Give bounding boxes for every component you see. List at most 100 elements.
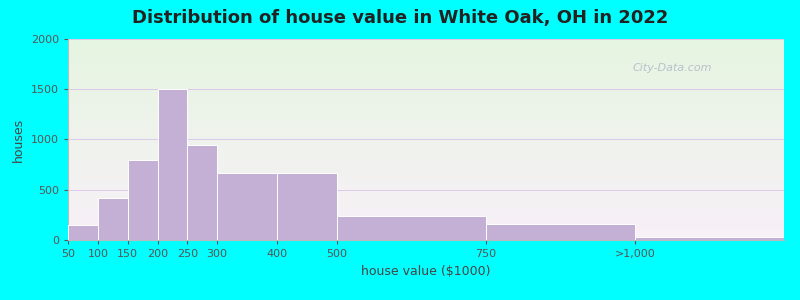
Bar	[68, 214, 784, 216]
Bar	[68, 67, 784, 69]
Bar	[68, 85, 784, 87]
Bar	[68, 180, 784, 182]
Bar	[68, 164, 784, 166]
Bar	[68, 79, 784, 81]
Bar	[68, 99, 784, 101]
Bar	[635, 237, 784, 240]
Bar	[68, 176, 784, 178]
Bar	[68, 204, 784, 206]
Text: City-Data.com: City-Data.com	[633, 63, 712, 73]
Bar	[68, 152, 784, 154]
Bar	[68, 162, 784, 164]
Bar	[68, 69, 784, 71]
Bar	[68, 149, 784, 152]
Bar	[68, 192, 784, 194]
Bar	[68, 166, 784, 168]
Bar	[68, 174, 784, 176]
Bar	[68, 188, 784, 190]
Bar	[68, 136, 784, 137]
Bar	[68, 208, 784, 210]
Bar	[68, 57, 784, 59]
Bar	[68, 123, 784, 125]
Bar	[68, 198, 784, 200]
Bar	[68, 143, 784, 146]
Bar	[68, 59, 784, 61]
Bar	[68, 169, 784, 172]
Bar	[68, 91, 784, 93]
Bar	[68, 230, 784, 232]
Bar	[68, 184, 784, 186]
Bar	[68, 210, 784, 212]
Bar	[68, 77, 784, 79]
Bar	[68, 93, 784, 95]
Bar	[68, 51, 784, 53]
Bar	[277, 173, 337, 240]
Bar	[68, 119, 784, 122]
Bar	[128, 160, 158, 240]
Bar	[68, 41, 784, 43]
Bar	[68, 117, 784, 119]
Bar	[68, 228, 784, 230]
Bar	[68, 49, 784, 51]
Bar	[68, 226, 784, 228]
Bar	[337, 216, 486, 240]
Bar	[68, 131, 784, 134]
Bar	[68, 45, 784, 47]
Bar	[68, 39, 784, 41]
Bar	[68, 216, 784, 218]
Bar	[68, 140, 784, 142]
Bar	[98, 198, 128, 240]
Bar	[68, 160, 784, 162]
Bar	[68, 154, 784, 156]
Bar	[68, 224, 784, 226]
Bar	[68, 97, 784, 99]
Bar	[68, 234, 784, 236]
Bar	[68, 212, 784, 214]
Bar	[68, 206, 784, 208]
Bar	[68, 148, 784, 149]
Bar	[68, 194, 784, 196]
Bar	[68, 47, 784, 49]
Bar	[68, 89, 784, 91]
Bar	[68, 81, 784, 83]
X-axis label: house value ($1000): house value ($1000)	[362, 265, 490, 278]
Bar	[68, 103, 784, 105]
Bar	[68, 178, 784, 180]
Bar	[68, 75, 784, 77]
Bar	[68, 71, 784, 73]
Bar	[68, 95, 784, 97]
Bar	[68, 172, 784, 174]
Bar	[68, 113, 784, 116]
Bar	[68, 158, 784, 160]
Bar	[68, 129, 784, 131]
Bar	[68, 196, 784, 198]
Bar	[68, 65, 784, 67]
Y-axis label: houses: houses	[12, 117, 26, 162]
Bar	[187, 145, 217, 240]
Bar	[68, 142, 784, 143]
Bar	[68, 190, 784, 192]
Bar	[68, 105, 784, 107]
Bar	[68, 109, 784, 111]
Bar	[68, 236, 784, 238]
Text: Distribution of house value in White Oak, OH in 2022: Distribution of house value in White Oak…	[132, 9, 668, 27]
Bar	[68, 222, 784, 224]
Bar	[158, 89, 187, 240]
Bar	[68, 87, 784, 89]
Bar	[68, 116, 784, 117]
Bar	[68, 146, 784, 148]
Bar	[68, 122, 784, 123]
Bar	[68, 61, 784, 63]
Bar	[68, 186, 784, 188]
Bar	[68, 101, 784, 103]
Bar	[68, 55, 784, 57]
Bar	[68, 111, 784, 113]
Bar	[68, 220, 784, 222]
Bar	[68, 73, 784, 75]
Bar	[68, 63, 784, 65]
Bar	[68, 128, 784, 129]
Bar	[68, 134, 784, 136]
Bar	[68, 225, 98, 240]
Bar	[68, 107, 784, 109]
Bar	[68, 125, 784, 128]
